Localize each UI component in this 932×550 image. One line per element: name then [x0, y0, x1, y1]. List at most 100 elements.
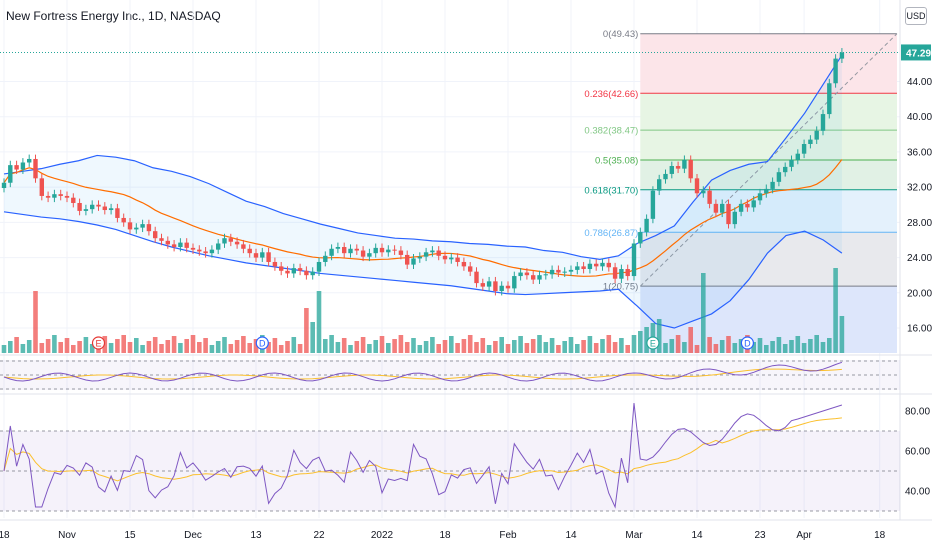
- candle-body-128: [808, 139, 813, 145]
- price-tick-2: 36.00: [907, 147, 932, 158]
- time-tick-2: 15: [124, 530, 136, 541]
- volume-bar-77: [486, 345, 492, 353]
- candle-body-44: [279, 266, 284, 271]
- candle-body-102: [644, 218, 649, 233]
- candle-body-79: [499, 285, 504, 292]
- time-tick-8: Feb: [499, 530, 517, 541]
- volume-bar-131: [827, 338, 832, 353]
- candle-body-87: [549, 269, 555, 275]
- candle-body-38: [241, 244, 246, 249]
- rsi-line: [3, 402, 843, 509]
- volume-bar-101: [638, 331, 643, 353]
- candle-body-88: [556, 269, 561, 273]
- fib-label-1: 0.236(42.66): [584, 89, 638, 100]
- candle-body-16: [102, 206, 107, 211]
- candle-body-54: [342, 247, 347, 254]
- volume-bar-74: [467, 335, 473, 353]
- candle-body-60: [379, 247, 385, 253]
- volume-bar-82: [518, 336, 523, 353]
- candle-body-132: [833, 58, 838, 84]
- volume-bar-37: [234, 340, 240, 353]
- volume-bar-28: [178, 343, 183, 353]
- volume-bar-24: [152, 337, 158, 353]
- volume-bar-113: [713, 344, 719, 353]
- volume-bar-114: [719, 340, 725, 353]
- candle-body-4: [27, 158, 32, 163]
- candle-body-130: [820, 114, 826, 131]
- volume-bar-62: [392, 339, 397, 353]
- fibonacci-retracement[interactable]: 0(49.43) 0.236(42.66) 0.382(38.47) 0.5(35.0…: [584, 29, 898, 353]
- candle-body-97: [612, 267, 618, 279]
- candle-body-90: [568, 269, 574, 272]
- volume-bar-102: [644, 327, 649, 353]
- volume-bar-105: [663, 343, 668, 353]
- fib-label-6: 1(20.75): [603, 282, 638, 293]
- price-tick-4: 28.00: [907, 218, 932, 229]
- fib-zone-0: [640, 33, 897, 94]
- candle-body-26: [165, 240, 170, 245]
- volume-bar-65: [411, 338, 416, 353]
- candle-body-42: [266, 252, 271, 262]
- volume-bar-12: [77, 341, 82, 353]
- volume-bar-70: [442, 340, 448, 353]
- time-tick-12: 23: [754, 530, 766, 541]
- volume-bar-124: [782, 344, 788, 353]
- volume-bar-2: [14, 337, 19, 353]
- volume-bar-19: [121, 335, 126, 353]
- time-tick-9: 14: [565, 530, 577, 541]
- candle-body-17: [108, 208, 114, 211]
- time-tick-5: 22: [313, 530, 325, 541]
- candle-body-117: [738, 203, 744, 212]
- candle-body-71: [449, 257, 454, 260]
- candle-body-22: [140, 224, 145, 228]
- candle-body-95: [600, 262, 605, 267]
- candle-body-33: [209, 249, 215, 254]
- volume-bar-29: [184, 339, 189, 353]
- fib-zone-5: [640, 232, 897, 287]
- currency-button[interactable]: USD: [905, 7, 927, 25]
- time-tick-0: 18: [0, 530, 10, 541]
- candle-body-78: [493, 281, 498, 292]
- candle-body-126: [795, 153, 800, 160]
- rsi-signal: [3, 417, 842, 482]
- candle-body-68: [430, 250, 435, 253]
- volume-bar-4: [26, 340, 32, 353]
- volume-bar-79: [499, 337, 504, 353]
- volume-bar-133: [839, 316, 845, 353]
- volume-bar-54: [341, 338, 347, 353]
- volume-bar-75: [474, 342, 479, 353]
- volume-bar-50: [316, 291, 322, 353]
- last-price-tag: [901, 44, 931, 61]
- candle-body-6: [39, 178, 44, 196]
- candle-body-125: [789, 159, 794, 167]
- volume-bar-43: [272, 338, 278, 353]
- volume-bar-110: [694, 345, 700, 353]
- indicator-panels: [0, 0, 932, 521]
- volume-bar-91: [575, 344, 580, 353]
- candle-body-99: [625, 269, 630, 277]
- volume-bar-30: [190, 335, 196, 353]
- volume-bar-85: [537, 335, 542, 353]
- volume-bar-48: [304, 308, 309, 353]
- time-tick-3: Dec: [184, 530, 202, 541]
- price-tick-6: 20.00: [907, 288, 932, 299]
- volume-bar-129: [814, 335, 819, 353]
- volume-bar-20: [127, 342, 133, 353]
- candlesticks: [1, 48, 845, 296]
- candle-body-36: [228, 238, 233, 242]
- candle-body-50: [316, 261, 322, 272]
- candle-body-27: [171, 244, 177, 248]
- volume-bar-80: [505, 344, 511, 353]
- volume-bar-120: [757, 338, 763, 353]
- candle-body-9: [58, 194, 63, 196]
- volume-bar-45: [285, 341, 290, 353]
- candle-body-89: [562, 271, 567, 273]
- candle-body-96: [606, 262, 611, 268]
- candle-body-92: [581, 266, 586, 270]
- candle-body-15: [96, 204, 101, 207]
- fib-label-2: 0.382(38.47): [584, 126, 638, 137]
- candle-body-57: [360, 250, 366, 257]
